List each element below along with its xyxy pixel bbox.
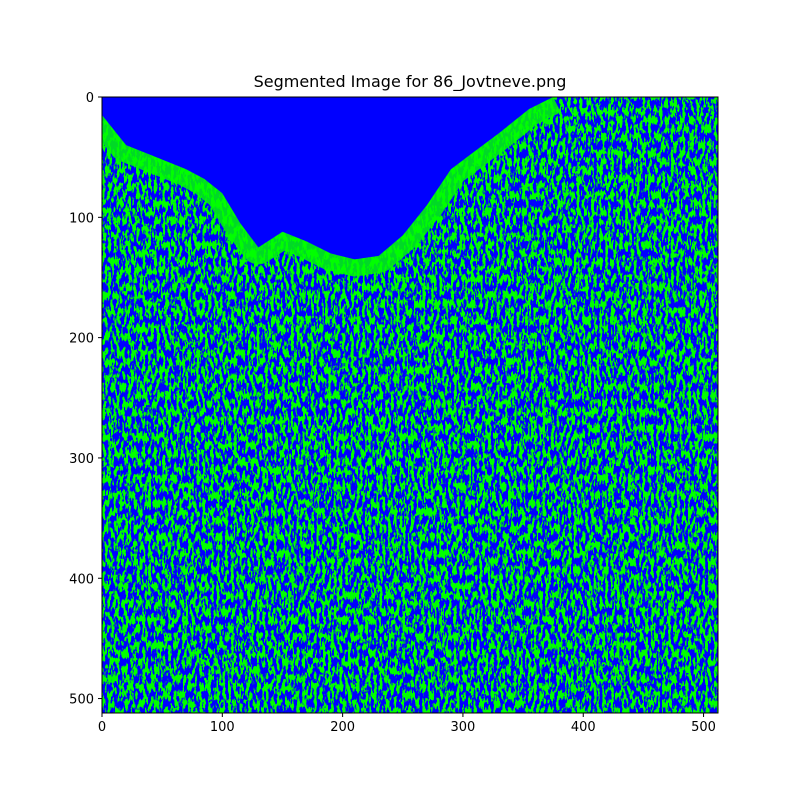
x-tick-label: 200	[330, 720, 355, 735]
x-tick-label: 300	[451, 720, 476, 735]
x-tick-label: 400	[571, 720, 596, 735]
x-axis: 0 100 200 300 400 500	[98, 713, 716, 735]
plot-title: Segmented Image for 86_Jovtneve.png	[253, 72, 567, 91]
x-tick-label: 100	[210, 720, 235, 735]
x-tick-label: 0	[98, 720, 106, 735]
y-tick-label: 0	[86, 91, 94, 106]
x-tick-label: 500	[691, 720, 716, 735]
y-tick-label: 400	[69, 572, 94, 587]
axes-frame	[101, 96, 719, 714]
y-axis: 0 100 200 300 400 500	[69, 91, 102, 708]
blue-region	[102, 97, 554, 260]
segmentation-image	[102, 97, 718, 713]
y-tick-label: 100	[69, 211, 94, 226]
y-tick-label: 300	[69, 452, 94, 467]
y-tick-label: 200	[69, 332, 94, 347]
y-tick-label: 500	[69, 693, 94, 708]
